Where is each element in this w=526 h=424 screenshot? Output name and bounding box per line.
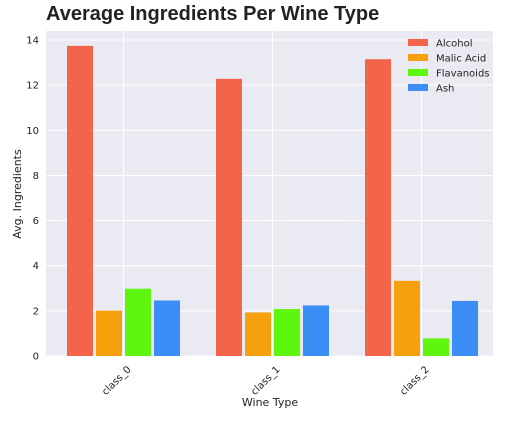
bar <box>67 45 93 356</box>
y-tick-label: 0 <box>33 352 39 363</box>
bar <box>303 305 329 356</box>
legend-swatch <box>408 54 428 61</box>
y-tick-label: 14 <box>26 36 39 47</box>
bar <box>154 300 180 356</box>
bar <box>423 338 449 356</box>
legend-label: Alcohol <box>436 39 472 50</box>
plot-area <box>46 31 493 356</box>
bar <box>245 312 271 356</box>
legend-swatch <box>408 69 428 76</box>
x-axis-label: Wine Type <box>242 396 298 409</box>
y-tick-label: 2 <box>33 306 39 317</box>
bars <box>67 45 478 357</box>
legend-swatch <box>408 84 428 91</box>
bar <box>452 300 478 356</box>
y-tick-label: 4 <box>33 261 39 272</box>
bar <box>394 280 420 356</box>
y-axis-label: Avg. Ingredients <box>11 149 24 239</box>
bar <box>96 310 122 356</box>
x-tick-label: class_1 <box>249 364 282 397</box>
legend-label: Malic Acid <box>436 54 486 65</box>
y-tick-label: 12 <box>26 81 39 92</box>
bar <box>274 309 300 356</box>
y-tick-label: 10 <box>26 126 39 137</box>
bar <box>125 288 151 356</box>
bar <box>365 59 391 357</box>
x-tick-label: class_0 <box>100 364 133 397</box>
legend-label: Ash <box>436 84 454 95</box>
legend: Alcohol Malic Acid Flavanoids Ash <box>408 39 490 95</box>
x-tick-label: class_2 <box>398 364 431 397</box>
chart-title: Average Ingredients Per Wine Type <box>46 3 379 25</box>
y-tick-label: 8 <box>33 171 39 182</box>
legend-label: Flavanoids <box>436 69 490 80</box>
legend-swatch <box>408 39 428 46</box>
bar <box>216 78 242 356</box>
y-tick-label: 6 <box>33 216 39 227</box>
